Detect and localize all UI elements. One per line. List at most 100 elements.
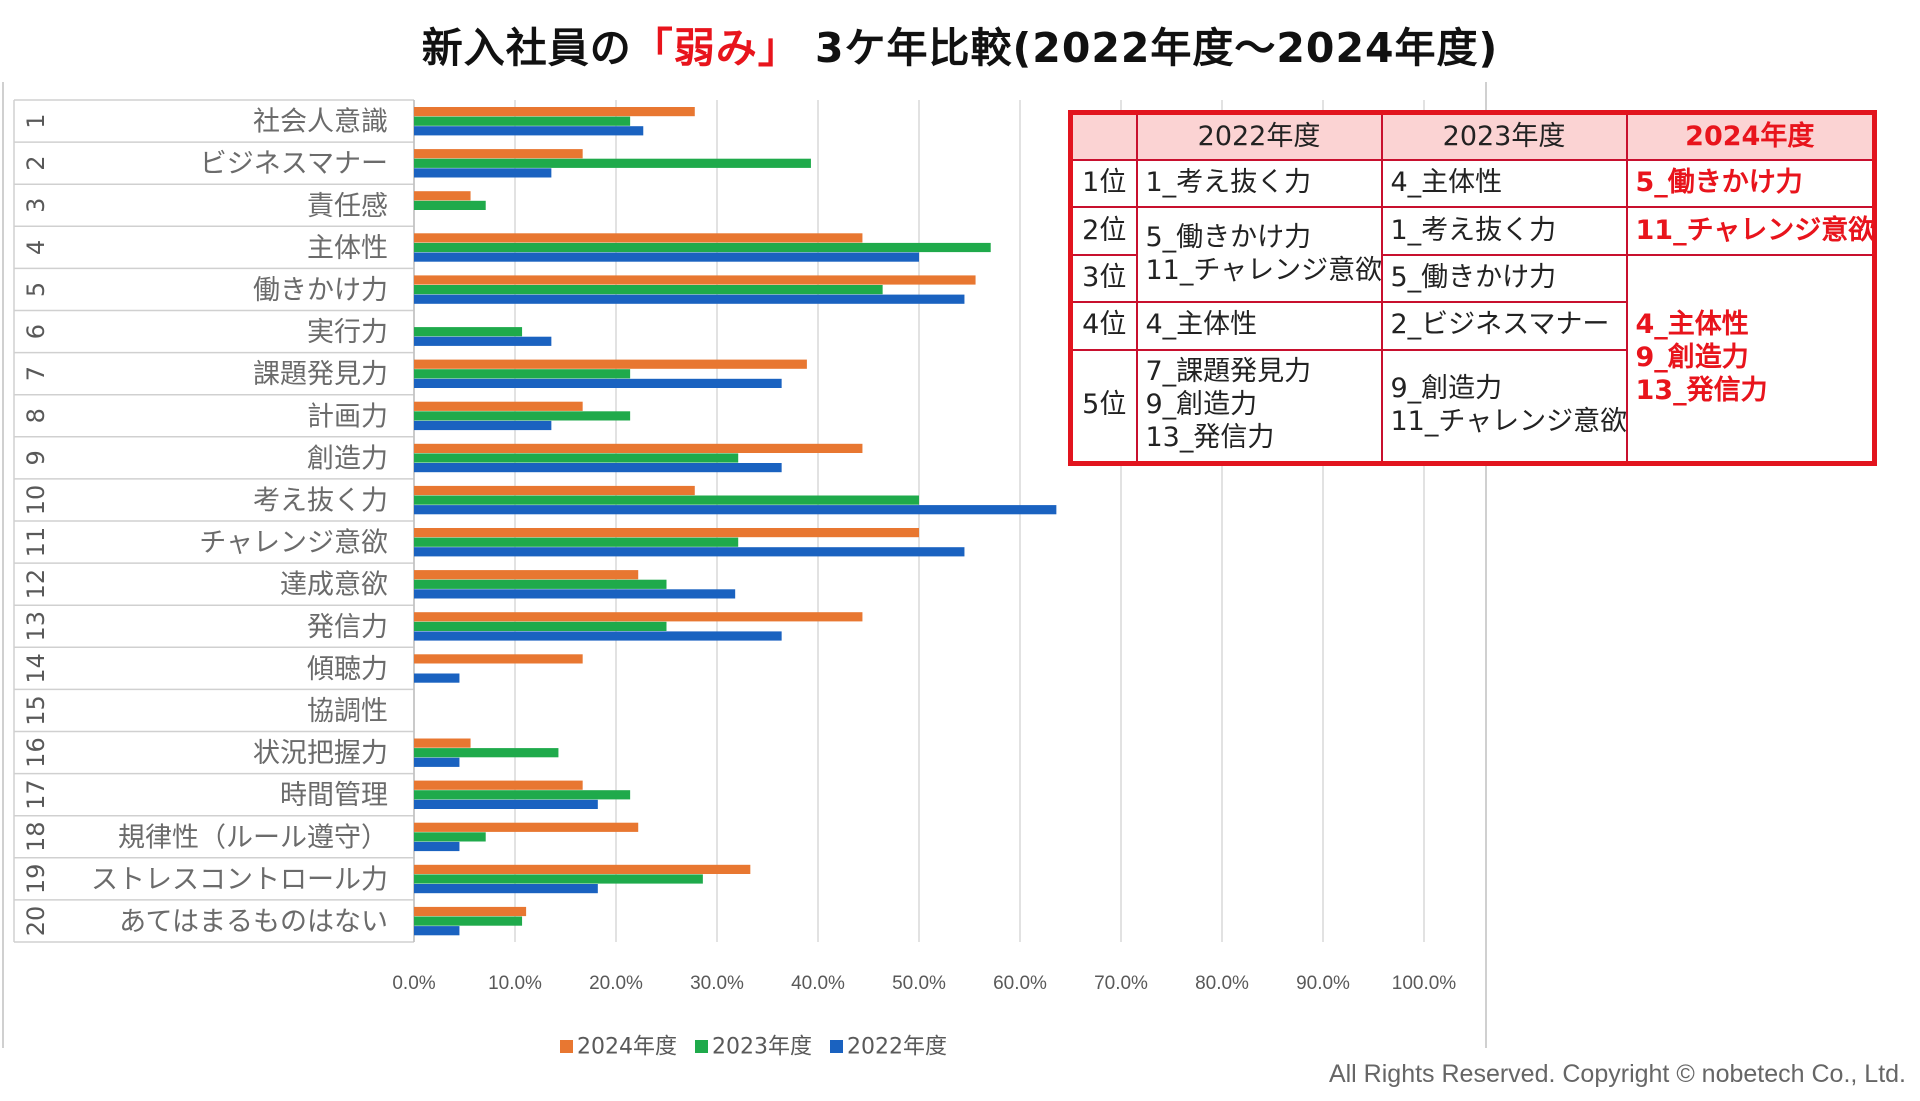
bar-2023年度 — [414, 537, 739, 547]
bar-2024年度 — [414, 107, 695, 117]
bar-2024年度 — [414, 191, 471, 201]
bar-2022年度 — [414, 252, 919, 262]
category-label: 達成意欲 — [280, 570, 388, 601]
cell-line: 13_発信力 — [1635, 374, 1768, 406]
category-label: 規律性（ルール遵守） — [118, 822, 388, 853]
category-number: 11 — [22, 527, 50, 558]
rank-table-corner — [1069, 111, 1138, 161]
bar-2022年度 — [414, 420, 552, 431]
bar-2022年度 — [414, 926, 460, 936]
category-label: 働きかけ力 — [253, 275, 388, 306]
x-tick-label: 30.0% — [690, 973, 744, 994]
category-number: 7 — [22, 366, 50, 381]
cell-line: 9_創造力 — [1145, 389, 1258, 421]
bar-2024年度 — [414, 275, 976, 285]
category-label: 傾聴力 — [307, 654, 388, 685]
legend-label: 2023年度 — [712, 1035, 812, 1060]
cell-line: 9_創造力 — [1390, 372, 1503, 404]
legend-swatch — [830, 1040, 843, 1053]
cell-2022-rank1: 1_考え抜く力 — [1135, 158, 1383, 209]
x-tick-label: 90.0% — [1296, 973, 1350, 994]
cell-2024-rank1: 5_働きかけ力 — [1625, 158, 1876, 209]
cell-line: 11_チャレンジ意欲 — [1145, 254, 1383, 286]
header-2024: 2024年度 — [1625, 111, 1876, 161]
category-number: 20 — [22, 906, 50, 937]
bar-2024年度 — [414, 233, 863, 243]
title-accent: 「弱み」 — [631, 24, 800, 72]
category-number: 14 — [22, 653, 50, 684]
legend-swatch — [695, 1040, 708, 1053]
category-number: 13 — [22, 611, 50, 642]
category-label: ビジネスマナー — [200, 149, 388, 180]
bar-2022年度 — [414, 547, 965, 557]
cell-2023-rank2: 1_考え抜く力 — [1380, 206, 1628, 256]
x-tick-label: 10.0% — [488, 973, 542, 994]
cell-2023-rank4: 2_ビジネスマナー — [1380, 301, 1628, 351]
category-number: 9 — [22, 450, 50, 465]
category-number: 2 — [22, 156, 50, 171]
bar-2022年度 — [414, 589, 736, 599]
bar-2024年度 — [414, 359, 807, 369]
category-label: ストレスコントロール力 — [91, 864, 388, 895]
bar-2022年度 — [414, 126, 644, 136]
x-tick-label: 50.0% — [892, 973, 946, 994]
category-label: 主体性 — [307, 233, 388, 264]
bar-2023年度 — [414, 411, 631, 421]
bar-2022年度 — [414, 336, 552, 346]
cell-2023-rank3: 5_働きかけ力 — [1380, 253, 1628, 304]
title-suffix: 3ケ年比較(2022年度～2024年度) — [799, 24, 1499, 72]
rank-table: 2022年度 2023年度 2024年度 1位 1_考え抜く力 4_主体性 5_… — [1068, 110, 1877, 466]
title-prefix: 新入社員の — [421, 24, 632, 72]
category-number: 10 — [22, 485, 50, 516]
category-number: 4 — [22, 240, 50, 255]
category-label: 課題発見力 — [253, 359, 388, 390]
bar-2022年度 — [414, 799, 598, 809]
bar-2024年度 — [414, 485, 695, 496]
x-tick-label: 80.0% — [1195, 973, 1249, 994]
bar-2024年度 — [414, 906, 527, 917]
bar-2023年度 — [414, 158, 811, 168]
category-number: 16 — [22, 737, 50, 768]
cell-2024-rank2: 11_チャレンジ意欲 — [1625, 206, 1876, 256]
bar-2024年度 — [414, 612, 863, 622]
cell-line: 4_主体性 — [1635, 308, 1749, 340]
bar-2023年度 — [414, 832, 486, 842]
legend-label: 2022年度 — [847, 1035, 947, 1060]
bar-2023年度 — [414, 369, 631, 379]
x-tick-label: 20.0% — [589, 973, 643, 994]
cell-2024-rank3-5: 4_主体性 9_創造力 13_発信力 — [1625, 253, 1876, 465]
category-number: 15 — [22, 695, 50, 726]
bar-2022年度 — [414, 631, 782, 641]
category-number: 19 — [22, 864, 50, 895]
bar-2023年度 — [414, 916, 523, 926]
category-number: 1 — [22, 113, 50, 128]
bar-2024年度 — [414, 528, 919, 538]
bar-2024年度 — [414, 401, 583, 411]
x-tick-label: 60.0% — [993, 973, 1047, 994]
rank-label: 5位 — [1069, 348, 1138, 465]
rank-label: 3位 — [1069, 253, 1138, 304]
bar-2023年度 — [414, 453, 739, 463]
header-2022: 2022年度 — [1135, 111, 1383, 161]
rank-row-2: 2位 5_働きかけ力 11_チャレンジ意欲 1_考え抜く力 11_チャレンジ意欲 — [1069, 206, 1876, 304]
category-number: 5 — [22, 282, 50, 297]
x-tick-label: 0.0% — [392, 973, 435, 994]
bar-2023年度 — [414, 748, 559, 758]
category-label: チャレンジ意欲 — [199, 528, 388, 559]
category-number: 18 — [22, 821, 50, 852]
bar-2023年度 — [414, 495, 919, 505]
cell-line: 9_創造力 — [1635, 341, 1749, 373]
cell-line: 7_課題発見力 — [1145, 356, 1312, 388]
x-tick-label: 70.0% — [1094, 973, 1148, 994]
bar-2023年度 — [414, 242, 991, 253]
bar-2023年度 — [414, 579, 667, 589]
category-label: 時間管理 — [280, 780, 388, 811]
bar-2024年度 — [414, 570, 639, 580]
bar-2022年度 — [414, 378, 782, 388]
bar-2023年度 — [414, 874, 703, 884]
rank-label: 2位 — [1069, 206, 1138, 256]
bar-2024年度 — [414, 738, 471, 748]
bar-2023年度 — [414, 327, 523, 337]
cell-2023-rank1: 4_主体性 — [1380, 158, 1628, 209]
category-number: 8 — [22, 408, 50, 423]
